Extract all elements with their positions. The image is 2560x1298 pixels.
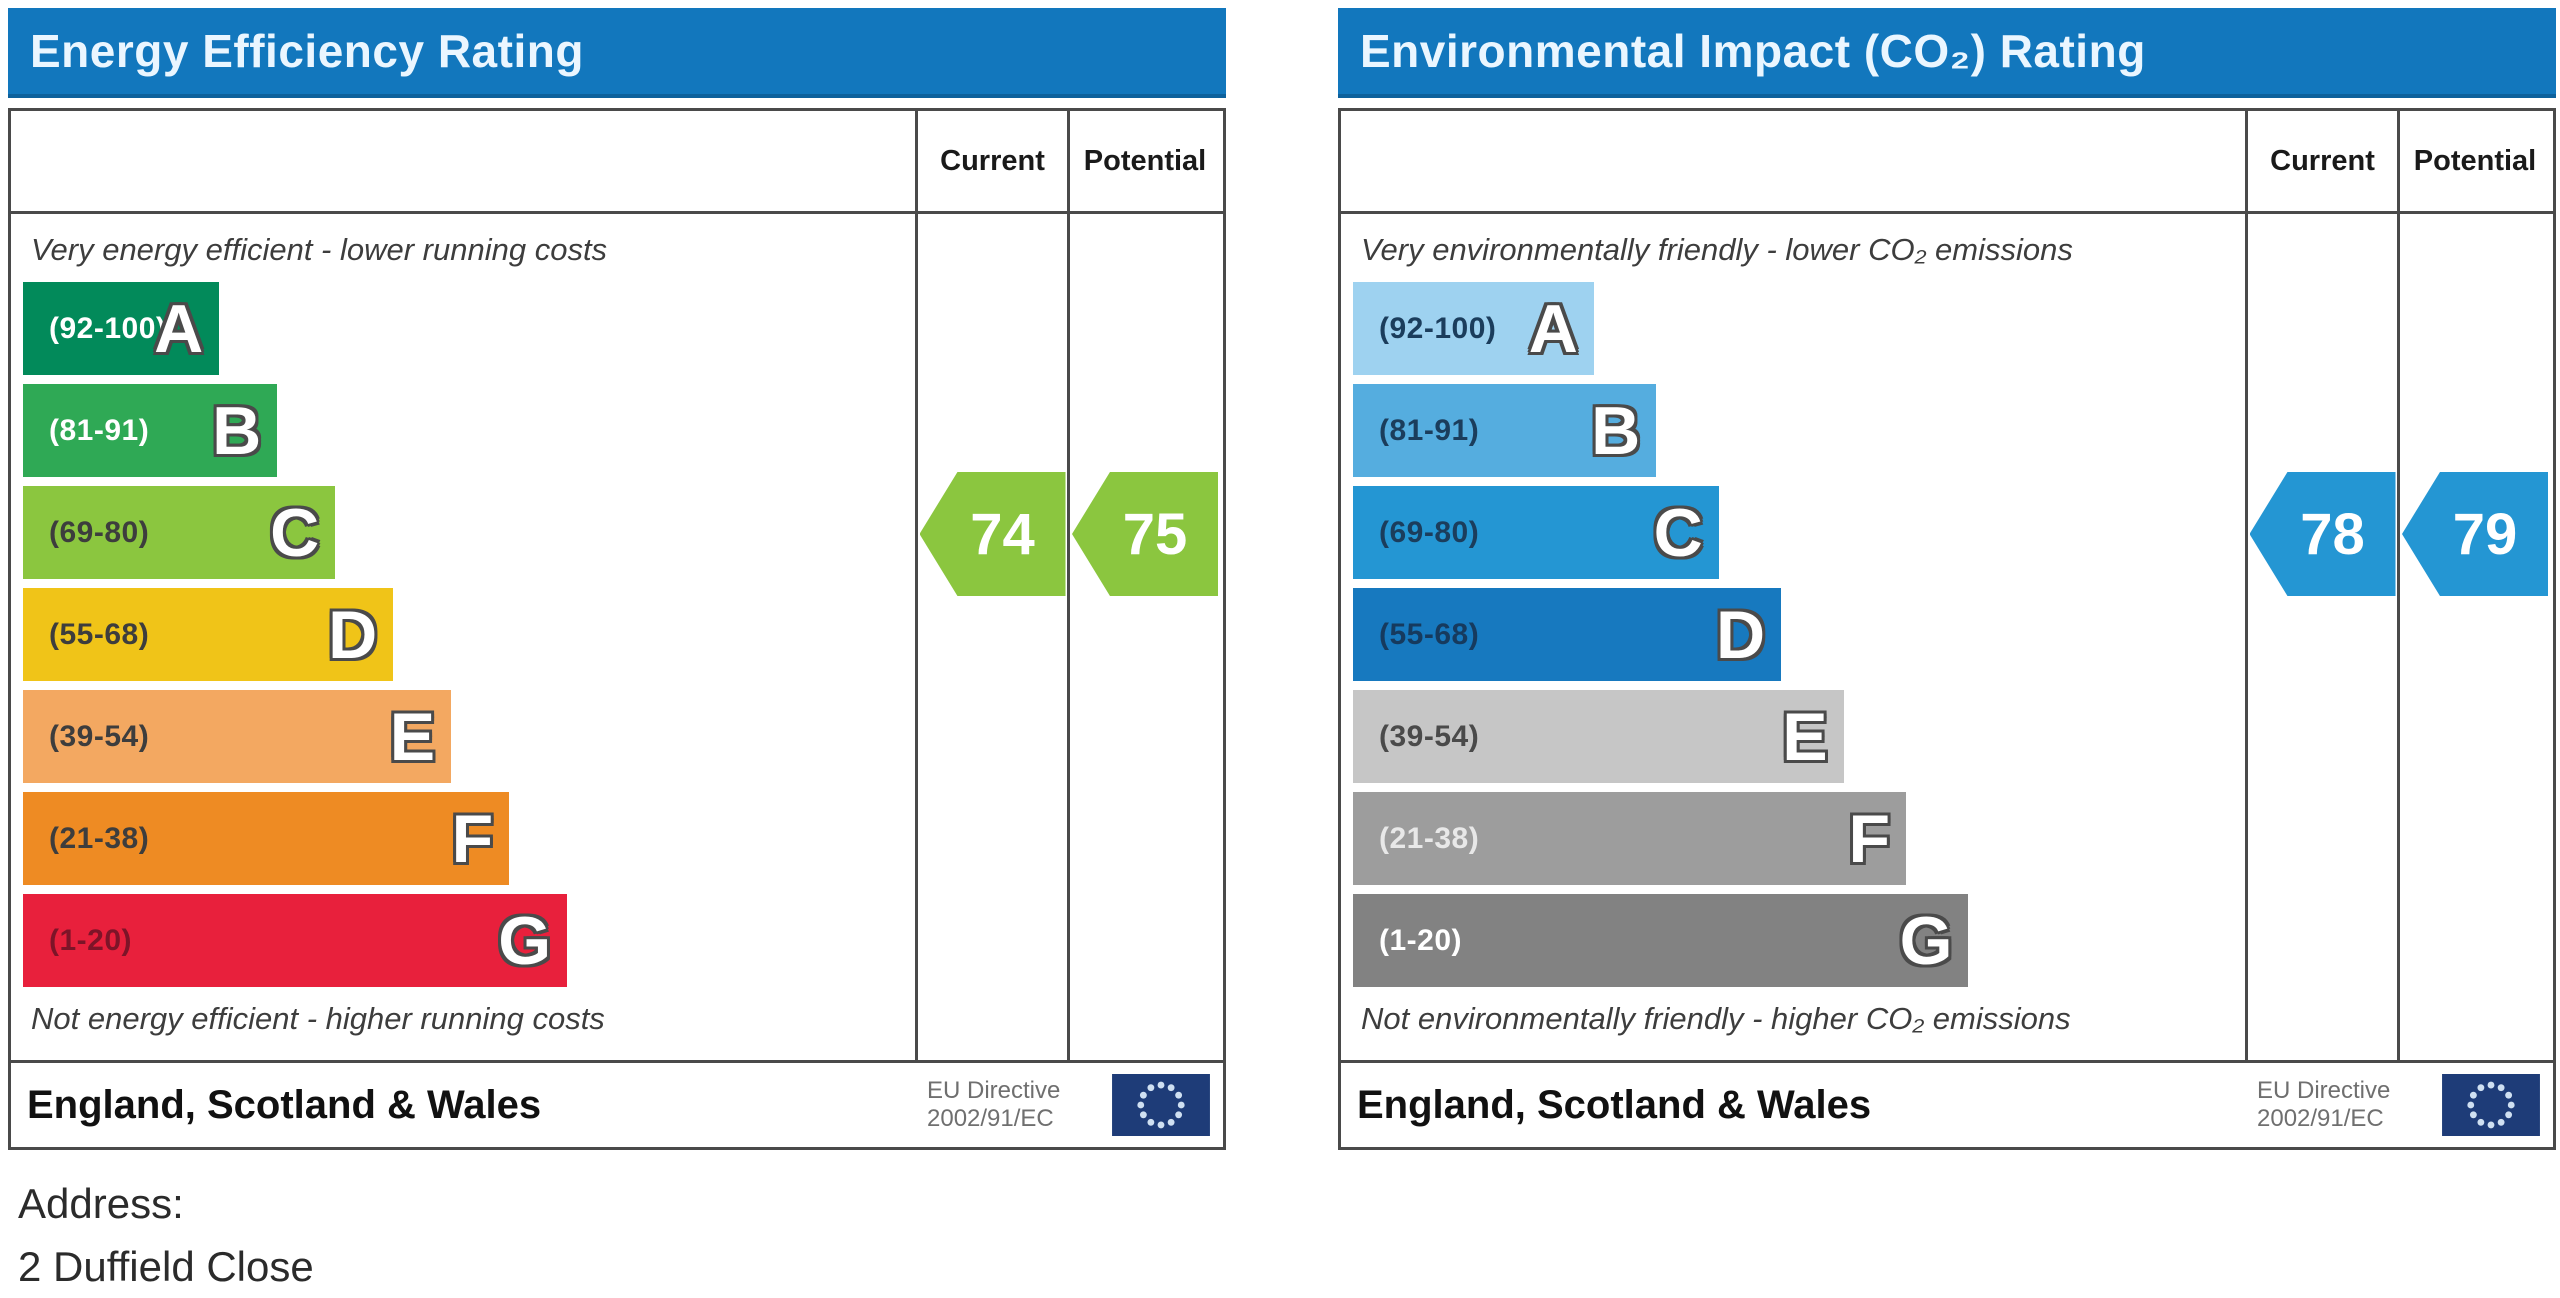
rating-scale: Very environmentally friendly - lower CO…	[1341, 214, 2245, 1060]
band-letter: D	[1716, 596, 1766, 673]
band-range: (39-54)	[49, 719, 150, 753]
band-letter: E	[1782, 698, 1828, 775]
table-body-row: Very environmentally friendly - lower CO…	[1341, 214, 2553, 1063]
band-letter: B	[212, 392, 262, 469]
eu-flag-icon	[2439, 1074, 2543, 1136]
band-range: (39-54)	[1379, 719, 1480, 753]
bottom-note: Not energy efficient - higher running co…	[31, 1001, 605, 1036]
current-value-cell: 74	[915, 214, 1067, 1060]
top-note: Very energy efficient - lower running co…	[31, 232, 608, 267]
band-b: (81-91) B	[23, 384, 278, 477]
potential-rating-arrow: 75	[1072, 472, 1218, 596]
band-letter: A	[154, 290, 204, 367]
band-list: (92-100) A (81-91) B (69-80) C (55-68) D (39-54)…	[1353, 282, 2245, 987]
band-letter: A	[1528, 290, 1578, 367]
environmental-impact-panel: Environmental Impact (CO₂) Rating Curren…	[1338, 8, 2556, 1150]
current-column-header: Current	[915, 111, 1067, 211]
potential-column-header: Potential	[2397, 111, 2550, 211]
bottom-note: Not environmentally friendly - higher CO…	[1361, 1001, 2071, 1036]
table-footer-row: England, Scotland & Wales EU Directive 2…	[1341, 1063, 2553, 1147]
potential-rating-arrow: 79	[2402, 472, 2548, 596]
band-range: (69-80)	[49, 515, 150, 549]
band-range: (1-20)	[1379, 923, 1463, 957]
band-range: (21-38)	[49, 821, 150, 855]
band-f: (21-38) F	[1353, 792, 1907, 885]
band-letter: G	[498, 902, 552, 979]
top-note: Very environmentally friendly - lower CO…	[1361, 232, 2073, 267]
environmental-impact-table: Current Potential Very environmentally f…	[1338, 108, 2556, 1150]
region-label: England, Scotland & Wales	[1357, 1082, 1872, 1127]
region-label: England, Scotland & Wales	[27, 1082, 542, 1127]
address-label: Address:	[18, 1180, 184, 1227]
rating-scale: Very energy efficient - lower running co…	[11, 214, 915, 1060]
table-body-row: Very energy efficient - lower running co…	[11, 214, 1223, 1063]
potential-rating-value: 79	[2452, 501, 2518, 567]
energy-efficiency-title: Energy Efficiency Rating	[30, 25, 584, 77]
current-rating-arrow: 78	[2249, 472, 2396, 596]
eu-directive-label: EU Directive 2002/91/EC	[927, 1077, 1109, 1134]
band-d: (55-68) D	[23, 588, 394, 681]
band-letter: C	[270, 494, 320, 571]
table-footer-row: England, Scotland & Wales EU Directive 2…	[11, 1063, 1223, 1147]
band-c: (69-80) C	[1353, 486, 1719, 579]
energy-efficiency-table: Current Potential Very energy efficient …	[8, 108, 1226, 1150]
eu-directive-line1: EU Directive	[927, 1076, 1061, 1104]
band-letter: E	[389, 698, 436, 775]
band-c: (69-80) C	[23, 486, 336, 579]
environmental-impact-title: Environmental Impact (CO₂) Rating	[1360, 25, 2146, 77]
band-letter: F	[1848, 800, 1891, 877]
scale-header-cell	[11, 111, 915, 211]
table-header-row: Current Potential	[11, 111, 1223, 214]
band-letter: B	[1591, 392, 1641, 469]
band-letter: G	[1899, 902, 1953, 979]
potential-value-cell: 79	[2397, 214, 2550, 1060]
current-column-header: Current	[2245, 111, 2397, 211]
potential-value-cell: 75	[1067, 214, 1220, 1060]
band-f: (21-38) F	[23, 792, 510, 885]
current-rating-value: 74	[970, 501, 1035, 567]
band-range: (69-80)	[1379, 515, 1480, 549]
eu-directive-line2: 2002/91/EC	[2257, 1105, 2384, 1132]
band-range: (81-91)	[1379, 413, 1480, 447]
band-e: (39-54) E	[23, 690, 452, 783]
address-block: Address: 2 Duffield Close	[18, 1172, 314, 1298]
eu-directive-label: EU Directive 2002/91/EC	[2257, 1077, 2439, 1134]
band-range: (92-100)	[1379, 311, 1497, 345]
current-rating-arrow: 74	[919, 472, 1066, 596]
eu-directive-line1: EU Directive	[2257, 1076, 2391, 1104]
band-list: (92-100) A (81-91) B (69-80) C (55-68) D (39-54)…	[23, 282, 915, 987]
band-a: (92-100) A	[1353, 282, 1594, 375]
eu-flag-icon	[1109, 1074, 1213, 1136]
band-a: (92-100) A	[23, 282, 220, 375]
band-e: (39-54) E	[1353, 690, 1844, 783]
scale-header-cell	[1341, 111, 2245, 211]
address-line: 2 Duffield Close	[18, 1243, 314, 1290]
table-header-row: Current Potential	[1341, 111, 2553, 214]
band-range: (55-68)	[49, 617, 150, 651]
band-g: (1-20) G	[1353, 894, 1969, 987]
band-b: (81-91) B	[1353, 384, 1657, 477]
band-range: (1-20)	[49, 923, 133, 957]
band-range: (92-100)	[49, 311, 167, 345]
band-d: (55-68) D	[1353, 588, 1782, 681]
band-letter: F	[451, 800, 494, 877]
current-rating-value: 78	[2300, 501, 2365, 567]
band-letter: D	[328, 596, 378, 673]
band-range: (81-91)	[49, 413, 150, 447]
band-range: (55-68)	[1379, 617, 1480, 651]
energy-efficiency-title-bar: Energy Efficiency Rating	[8, 8, 1226, 98]
eu-directive-line2: 2002/91/EC	[927, 1105, 1054, 1132]
band-range: (21-38)	[1379, 821, 1480, 855]
current-value-cell: 78	[2245, 214, 2397, 1060]
environmental-impact-title-bar: Environmental Impact (CO₂) Rating	[1338, 8, 2556, 98]
energy-efficiency-panel: Energy Efficiency Rating Current Potenti…	[8, 8, 1226, 1150]
potential-rating-value: 75	[1122, 501, 1188, 567]
band-letter: C	[1653, 494, 1703, 571]
potential-column-header: Potential	[1067, 111, 1220, 211]
band-g: (1-20) G	[23, 894, 568, 987]
